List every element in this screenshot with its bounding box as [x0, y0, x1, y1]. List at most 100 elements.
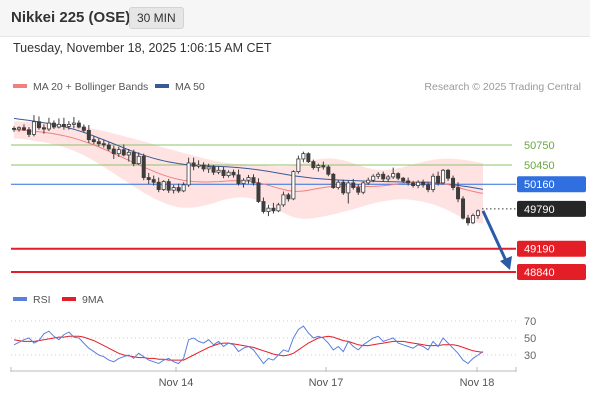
- support-label-box: [517, 240, 586, 257]
- candle-body: [81, 126, 86, 131]
- resistance-label: 50450: [524, 160, 555, 172]
- candle: [331, 172, 336, 189]
- candle-body: [391, 173, 396, 178]
- candle: [436, 171, 441, 186]
- x-tick-label: Nov 14: [159, 377, 194, 389]
- candle: [311, 159, 316, 170]
- candle: [221, 166, 226, 179]
- candle: [216, 166, 221, 175]
- rsi-tick-label: 30: [524, 350, 536, 362]
- candle: [256, 178, 261, 203]
- candle: [236, 169, 241, 186]
- rsi-tick-label: 70: [524, 316, 536, 328]
- candle: [276, 202, 281, 213]
- candle: [131, 149, 136, 167]
- candle: [46, 117, 51, 132]
- candle-body: [441, 169, 446, 184]
- candle-body: [156, 181, 161, 190]
- candle-body: [381, 173, 386, 180]
- candle: [156, 177, 161, 193]
- candle: [11, 126, 16, 132]
- candle-body: [211, 166, 216, 173]
- candle-body: [336, 181, 341, 188]
- instrument-title: Nikkei 225 (OSE): [11, 9, 131, 26]
- resistance-label: 50750: [524, 140, 555, 152]
- ma50-legend-swatch: [155, 84, 169, 88]
- candle: [76, 120, 81, 129]
- candle-body: [231, 171, 236, 176]
- report-datetime: Tuesday, November 18, 2025 1:06:15 AM CE…: [13, 41, 272, 55]
- candle-body: [466, 217, 471, 224]
- candle-body: [166, 181, 171, 191]
- candle: [456, 182, 461, 203]
- candle-body: [321, 165, 326, 168]
- candle-body: [86, 129, 91, 141]
- pivot-label: 50160: [524, 179, 555, 191]
- candle: [451, 175, 456, 191]
- candle: [346, 180, 351, 204]
- candle-body: [411, 182, 416, 186]
- candle: [471, 213, 476, 225]
- candle: [411, 180, 416, 188]
- candle: [146, 172, 151, 185]
- candle-body: [21, 127, 26, 131]
- support-label: 49190: [524, 244, 555, 256]
- candle: [371, 174, 376, 183]
- candle: [86, 125, 91, 144]
- candle: [116, 146, 121, 157]
- candle: [71, 117, 76, 129]
- candle-body: [66, 123, 71, 127]
- candle-body: [126, 151, 131, 156]
- timeframe-badge[interactable]: 30 MIN: [129, 7, 184, 29]
- time-axis: Nov 14 Nov 17 Nov 18: [10, 367, 517, 389]
- candle-body: [61, 123, 66, 127]
- candle-body: [456, 187, 461, 200]
- candle: [241, 178, 246, 188]
- candle-body: [366, 179, 371, 184]
- candle-body: [36, 121, 41, 129]
- x-tick-label: Nov 18: [460, 377, 495, 389]
- candle-body: [201, 164, 206, 170]
- x-tick-label: Nov 17: [309, 377, 344, 389]
- candle-body: [46, 122, 51, 130]
- candle: [266, 204, 271, 217]
- candle-body: [361, 182, 366, 193]
- candle: [441, 168, 446, 185]
- candle-body: [356, 187, 361, 193]
- candle-body: [246, 177, 251, 181]
- ma50-legend-label: MA 50: [175, 81, 205, 93]
- candle: [211, 164, 216, 175]
- candle: [306, 152, 311, 163]
- candle: [41, 124, 46, 134]
- candle-body: [116, 149, 121, 155]
- candle: [246, 174, 251, 184]
- rsi-tick-label: 50: [524, 333, 536, 345]
- candle: [191, 157, 196, 171]
- candle-body: [226, 171, 231, 176]
- candle: [466, 214, 471, 226]
- support-label-box: [517, 264, 586, 280]
- candle-body: [181, 184, 186, 192]
- candle-body: [306, 153, 311, 163]
- rsi-legend-label: RSI: [33, 294, 51, 306]
- candle: [176, 183, 181, 193]
- candle-body: [236, 174, 241, 184]
- candle-body: [296, 158, 301, 172]
- ma20-legend-swatch: [13, 84, 27, 88]
- candle: [31, 115, 36, 137]
- candle-body: [186, 162, 191, 186]
- candle-body: [171, 187, 176, 191]
- candlesticks: [11, 115, 480, 226]
- candle: [106, 142, 111, 151]
- candle-body: [101, 143, 106, 146]
- candle-body: [76, 122, 81, 128]
- candle: [281, 191, 286, 207]
- candle-body: [406, 180, 411, 184]
- candle-body: [261, 201, 266, 212]
- forecast-arrow-head: [500, 256, 512, 270]
- ma20-legend-label: MA 20 + Bollinger Bands: [33, 81, 148, 93]
- candle: [361, 181, 366, 195]
- candle: [61, 117, 66, 130]
- candle: [316, 163, 321, 172]
